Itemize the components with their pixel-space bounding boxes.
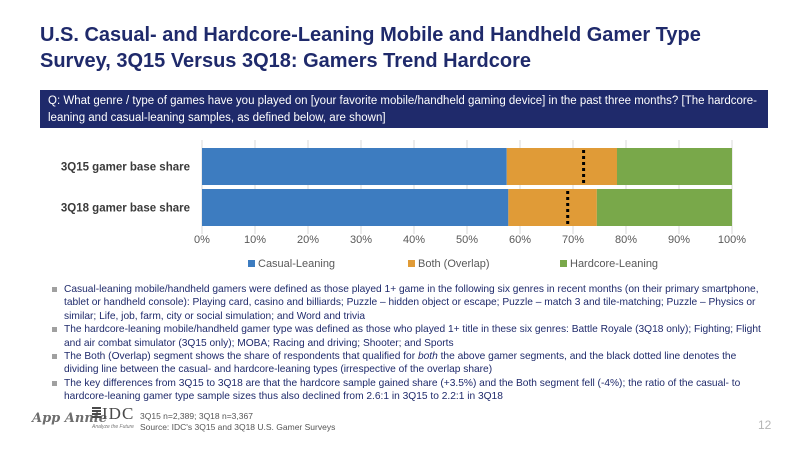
note-key-differences: The key differences from 3Q15 to 3Q18 ar… [52,377,772,404]
note-casual-definition: Casual-leaning mobile/handheld gamers we… [52,283,772,323]
x-tick-label: 90% [668,234,690,246]
note-both-suffix: the above gamer segments, and the black … [64,351,737,376]
bar-segment [596,189,732,226]
bar-segment [202,148,507,185]
slide-title: U.S. Casual- and Hardcore-Leaning Mobile… [40,22,780,74]
legend-swatch [248,260,255,267]
title-line-1: U.S. Casual- and Hardcore-Leaning Mobile… [40,24,701,46]
idc-logo-tagline: Analyze the Future [92,424,134,430]
note-both-segment: The Both (Overlap) segment shows the sha… [52,350,772,377]
x-tick-label: 100% [718,234,746,246]
bar-segment [506,148,617,185]
legend-swatch [560,260,567,267]
x-tick-label: 10% [244,234,266,246]
legend-label: Casual-Leaning [258,258,335,270]
x-tick-label: 60% [509,234,531,246]
footnote-source: Source: IDC's 3Q15 and 3Q18 U.S. Gamer S… [140,422,336,432]
note-both-emphasis: both [417,351,438,363]
footnote: 3Q15 n=2,389; 3Q18 n=3,367 Source: IDC's… [140,411,335,433]
bar-segment [616,148,732,185]
x-tick-label: 20% [297,234,319,246]
legend-swatch [408,260,415,267]
bar-segment [202,189,509,226]
page-number: 12 [758,418,772,432]
app-annie-logo: App Annie [32,411,107,426]
x-tick-label: 70% [562,234,584,246]
note-hardcore-definition: The hardcore-leaning mobile/handheld gam… [52,323,772,350]
x-tick-label: 50% [456,234,478,246]
x-tick-label: 80% [615,234,637,246]
note-both-prefix: The Both (Overlap) segment shows the sha… [64,351,418,363]
category-label: 3Q18 gamer base share [61,203,190,215]
survey-question: Q: What genre / type of games have you p… [40,90,768,128]
x-tick-label: 0% [194,234,210,246]
idc-bars-icon [92,407,101,421]
bar-segment [508,189,597,226]
stacked-bar-chart: 0% 10% 20% 30% 40% 50% 60% 70% 80% 90% 100% 3Q15 ga… [61,140,746,270]
x-tick-label: 30% [350,234,372,246]
title-line-2: Survey, 3Q15 Versus 3Q18: Gamers Trend H… [40,50,531,72]
legend-label: Hardcore-Leaning [570,258,658,270]
category-label: 3Q15 gamer base share [61,162,190,174]
x-tick-label: 40% [403,234,425,246]
idc-logo-text: IDC [102,404,135,423]
legend-label: Both (Overlap) [418,258,490,270]
notes-list: Casual-leaning mobile/handheld gamers we… [52,283,772,404]
footnote-sample-sizes: 3Q15 n=2,389; 3Q18 n=3,367 [140,411,253,421]
idc-logo: IDC Analyze the Future [92,404,136,434]
